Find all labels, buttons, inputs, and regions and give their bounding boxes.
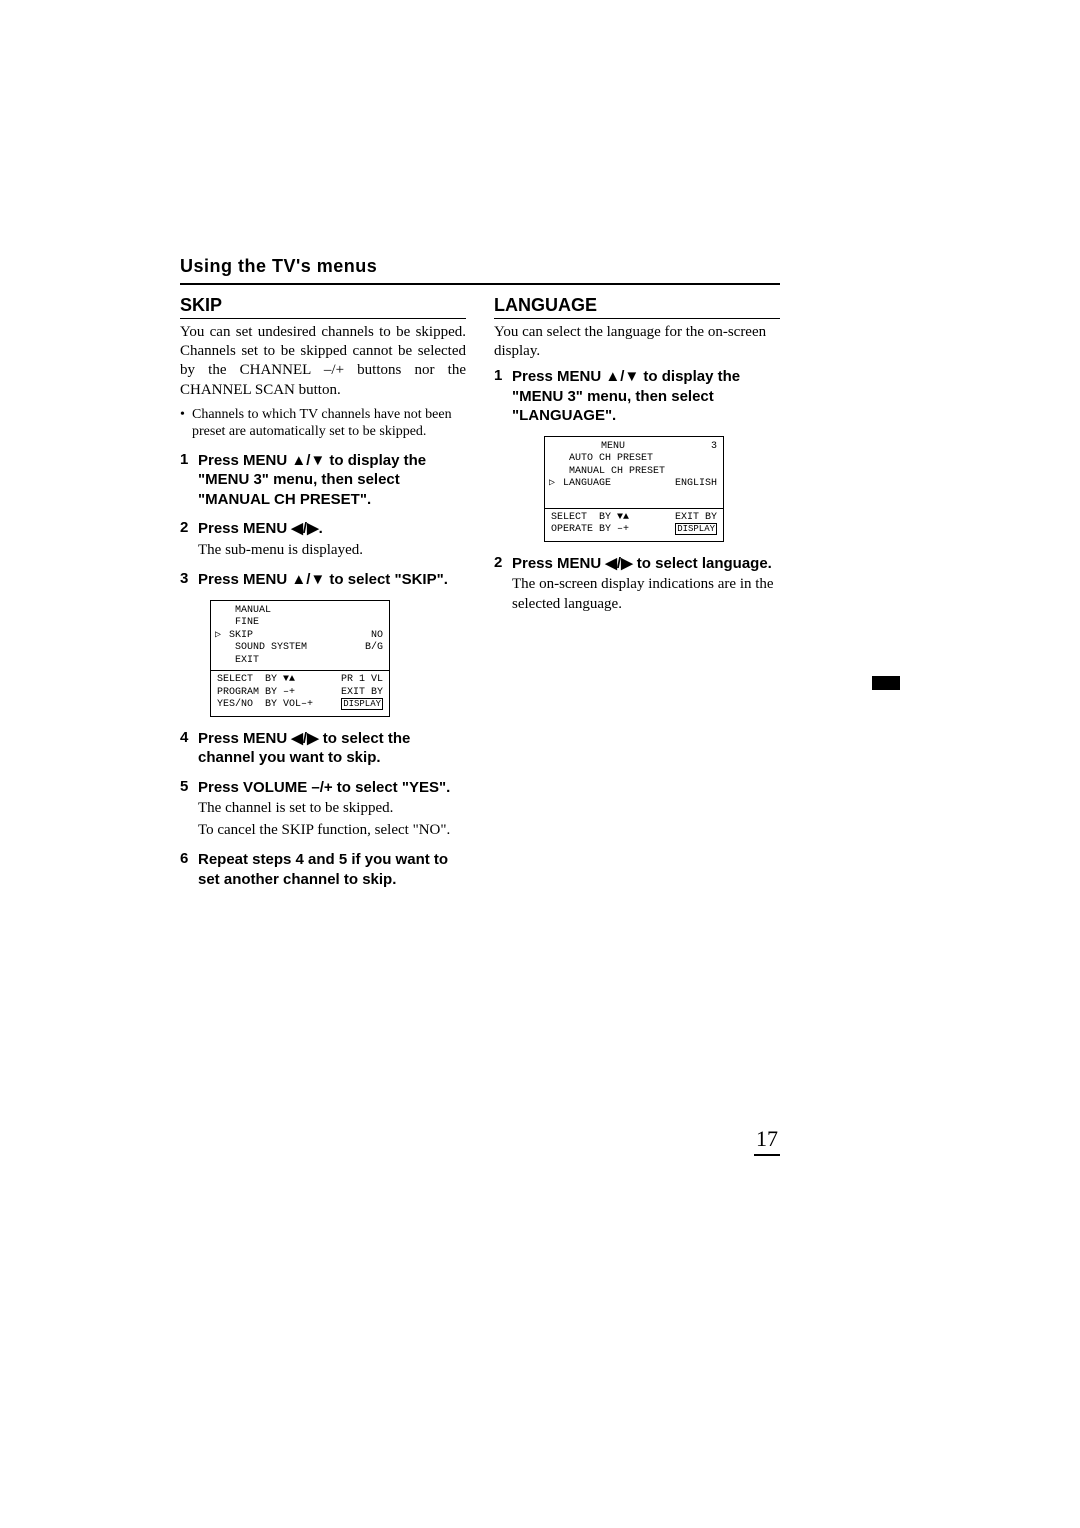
osd-footer: PR 1 VL: [341, 674, 383, 687]
step-title: Press MENU ▲/▼ to display the "MENU 3" m…: [198, 452, 426, 508]
step-text-a: Press MENU: [198, 571, 291, 588]
up-down-icon: ▲/▼: [291, 452, 325, 469]
step-title: Press MENU ▲/▼ to display the "MENU 3" m…: [512, 368, 740, 424]
osd-display-box: DISPLAY: [675, 523, 717, 535]
skip-step-6: 6 Repeat steps 4 and 5 if you want to se…: [180, 850, 466, 889]
osd-display-box: DISPLAY: [341, 698, 383, 710]
step-number: 1: [180, 451, 198, 510]
step-text-b: to select language.: [633, 555, 772, 572]
skip-step-5: 5 Press VOLUME –/+ to select "YES". The …: [180, 778, 466, 841]
edge-tab-marker: [872, 676, 900, 690]
step-text-b: .: [319, 520, 323, 537]
step-number: 3: [180, 570, 198, 590]
osd-item: LANGUAGE: [551, 478, 611, 491]
osd-item: SKIP: [217, 630, 253, 643]
step-text-a: Press MENU: [512, 368, 605, 385]
step-title: Repeat steps 4 and 5 if you want to set …: [198, 850, 466, 889]
osd-value: B/G: [365, 642, 383, 655]
osd-divider: [211, 670, 389, 671]
step-title: Press VOLUME –/+ to select "YES".: [198, 778, 466, 798]
up-down-icon: ▲/▼: [605, 368, 639, 385]
step-text-a: Press MENU: [512, 555, 605, 572]
bullet-text: Channels to which TV channels have not b…: [192, 406, 466, 441]
skip-step-2: 2 Press MENU ◀/▶. The sub-menu is displa…: [180, 519, 466, 560]
step-text-a: Press MENU: [198, 520, 291, 537]
skip-step-3: 3 Press MENU ▲/▼ to select "SKIP".: [180, 570, 466, 590]
osd-footer: SELECT BY ▼▲: [551, 512, 629, 525]
step-number: 1: [494, 367, 512, 426]
section-header: Using the TV's menus: [180, 256, 780, 285]
skip-osd-menu: MANUAL FINE ▷SKIP NO SOUND SYSTEM B/G EXIT…: [210, 600, 390, 717]
osd-divider: [545, 508, 723, 509]
language-heading: LANGUAGE: [494, 295, 780, 319]
step-text-a: Press MENU: [198, 452, 291, 469]
osd-item: AUTO CH PRESET: [551, 453, 653, 466]
skip-bullet: • Channels to which TV channels have not…: [180, 406, 466, 441]
step-title: Press MENU ◀/▶ to select the channel you…: [198, 730, 410, 767]
page-number-wrap: 17: [720, 1126, 780, 1156]
cursor-icon: ▷: [549, 478, 555, 491]
two-column-layout: SKIP You can set undesired channels to b…: [180, 295, 780, 899]
osd-footer: SELECT BY ▼▲: [217, 674, 295, 687]
step-title: Press MENU ◀/▶ to select language.: [512, 555, 772, 572]
step-title: Press MENU ◀/▶.: [198, 520, 323, 537]
osd-item: MANUAL CH PRESET: [551, 466, 665, 479]
step-number: 5: [180, 778, 198, 841]
left-right-icon: ◀/▶: [291, 730, 318, 747]
left-right-icon: ◀/▶: [291, 520, 318, 537]
osd-item: EXIT: [217, 655, 259, 668]
cursor-icon: ▷: [215, 630, 221, 643]
step-subtext: The on-screen display indications are in…: [512, 575, 780, 614]
step-text-b: to select "SKIP".: [325, 571, 448, 588]
osd-value: ENGLISH: [675, 478, 717, 491]
step-number: 2: [180, 519, 198, 560]
osd-footer: PROGRAM BY –+: [217, 687, 295, 700]
step-number: 4: [180, 729, 198, 768]
language-osd-menu: MENU 3 AUTO CH PRESET MANUAL CH PRESET ▷L…: [544, 436, 724, 542]
osd-value: NO: [371, 630, 383, 643]
manual-page: Using the TV's menus SKIP You can set un…: [180, 256, 780, 899]
step-text-a: Press MENU: [198, 730, 291, 747]
step-subtext: The sub-menu is displayed.: [198, 541, 466, 561]
skip-intro-text: You can set undesired channels to be ski…: [180, 323, 466, 400]
step-title: Press MENU ▲/▼ to select "SKIP".: [198, 571, 448, 588]
skip-step-4: 4 Press MENU ◀/▶ to select the channel y…: [180, 729, 466, 768]
osd-title: MANUAL: [217, 605, 271, 618]
osd-title: MENU: [551, 441, 625, 454]
osd-item: SOUND SYSTEM: [217, 642, 307, 655]
step-subtext: To cancel the SKIP function, select "NO"…: [198, 821, 466, 841]
language-column: LANGUAGE You can select the language for…: [494, 295, 780, 899]
language-intro-text: You can select the language for the on-s…: [494, 323, 780, 361]
page-number: 17: [754, 1126, 780, 1156]
bullet-icon: •: [180, 406, 192, 441]
step-subtext: The channel is set to be skipped.: [198, 799, 466, 819]
osd-item: FINE: [217, 617, 259, 630]
skip-step-1: 1 Press MENU ▲/▼ to display the "MENU 3"…: [180, 451, 466, 510]
up-down-icon: ▲/▼: [291, 571, 325, 588]
skip-column: SKIP You can set undesired channels to b…: [180, 295, 466, 899]
skip-heading: SKIP: [180, 295, 466, 319]
step-number: 6: [180, 850, 198, 889]
language-step-2: 2 Press MENU ◀/▶ to select language. The…: [494, 554, 780, 615]
osd-footer: YES/NO BY VOL–+: [217, 699, 313, 712]
step-number: 2: [494, 554, 512, 615]
language-step-1: 1 Press MENU ▲/▼ to display the "MENU 3"…: [494, 367, 780, 426]
left-right-icon: ◀/▶: [605, 555, 632, 572]
osd-footer: OPERATE BY –+: [551, 524, 629, 537]
osd-page: 3: [711, 441, 717, 454]
